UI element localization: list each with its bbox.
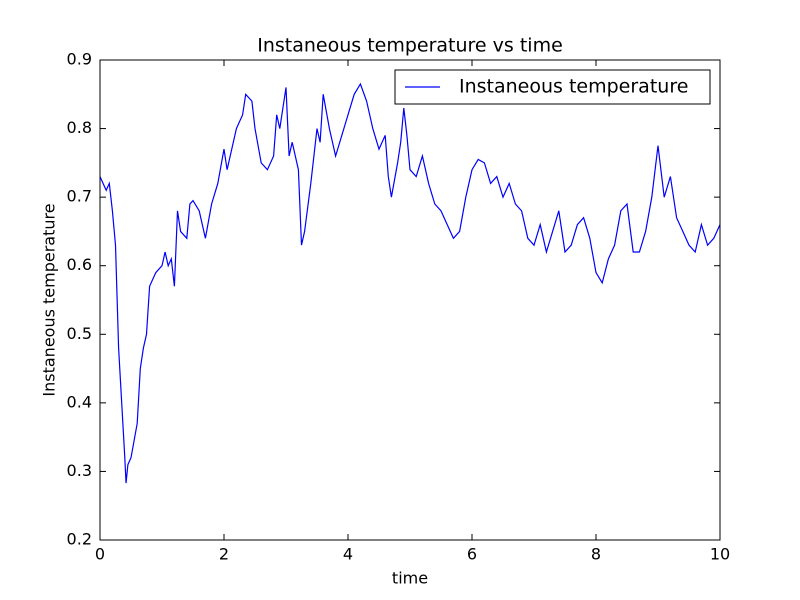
y-tick-label: 0.7 [67,187,92,206]
chart-title: Instaneous temperature vs time [257,35,563,57]
data-line [99,82,721,484]
x-tick-label: 4 [343,545,353,564]
x-axis-label: time [392,569,428,588]
y-tick-label: 0.4 [67,392,92,411]
legend-box [394,69,711,105]
y-tick-label: 0.5 [67,324,92,343]
legend-label: Instaneous temperature [459,76,688,98]
y-tick-label: 0.6 [67,255,92,274]
plot-frame [99,59,721,541]
x-tick-label: 2 [219,545,229,564]
x-tick-label: 8 [591,545,601,564]
y-tick-label: 0.3 [67,461,92,480]
x-tick-label: 6 [467,545,477,564]
y-tick-label: 0.9 [67,50,92,69]
y-tick-label: 0.2 [67,530,92,549]
y-tick-label: 0.8 [67,118,92,137]
x-tick-label: 0 [95,545,105,564]
y-axis-label: Instaneous temperature [40,203,59,396]
x-tick-label: 10 [710,545,730,564]
